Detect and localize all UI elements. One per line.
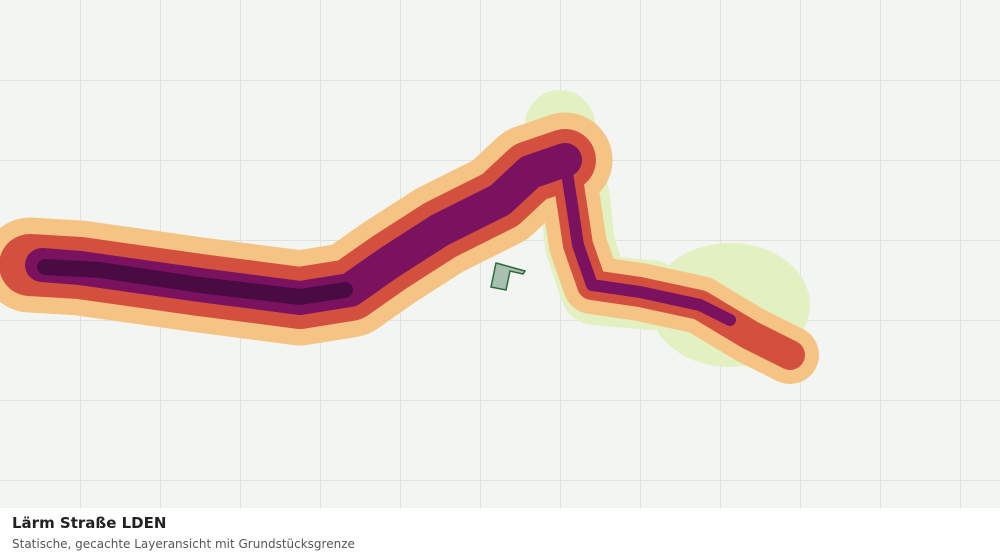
map [0,0,1000,508]
caption: Lärm Straße LDEN Statische, gecachte Lay… [0,508,1000,560]
parcel-boundary [490,262,527,291]
noise-bands [0,90,819,384]
map-subtitle: Statische, gecachte Layeransicht mit Gru… [12,537,355,551]
map-title: Lärm Straße LDEN [12,514,167,532]
